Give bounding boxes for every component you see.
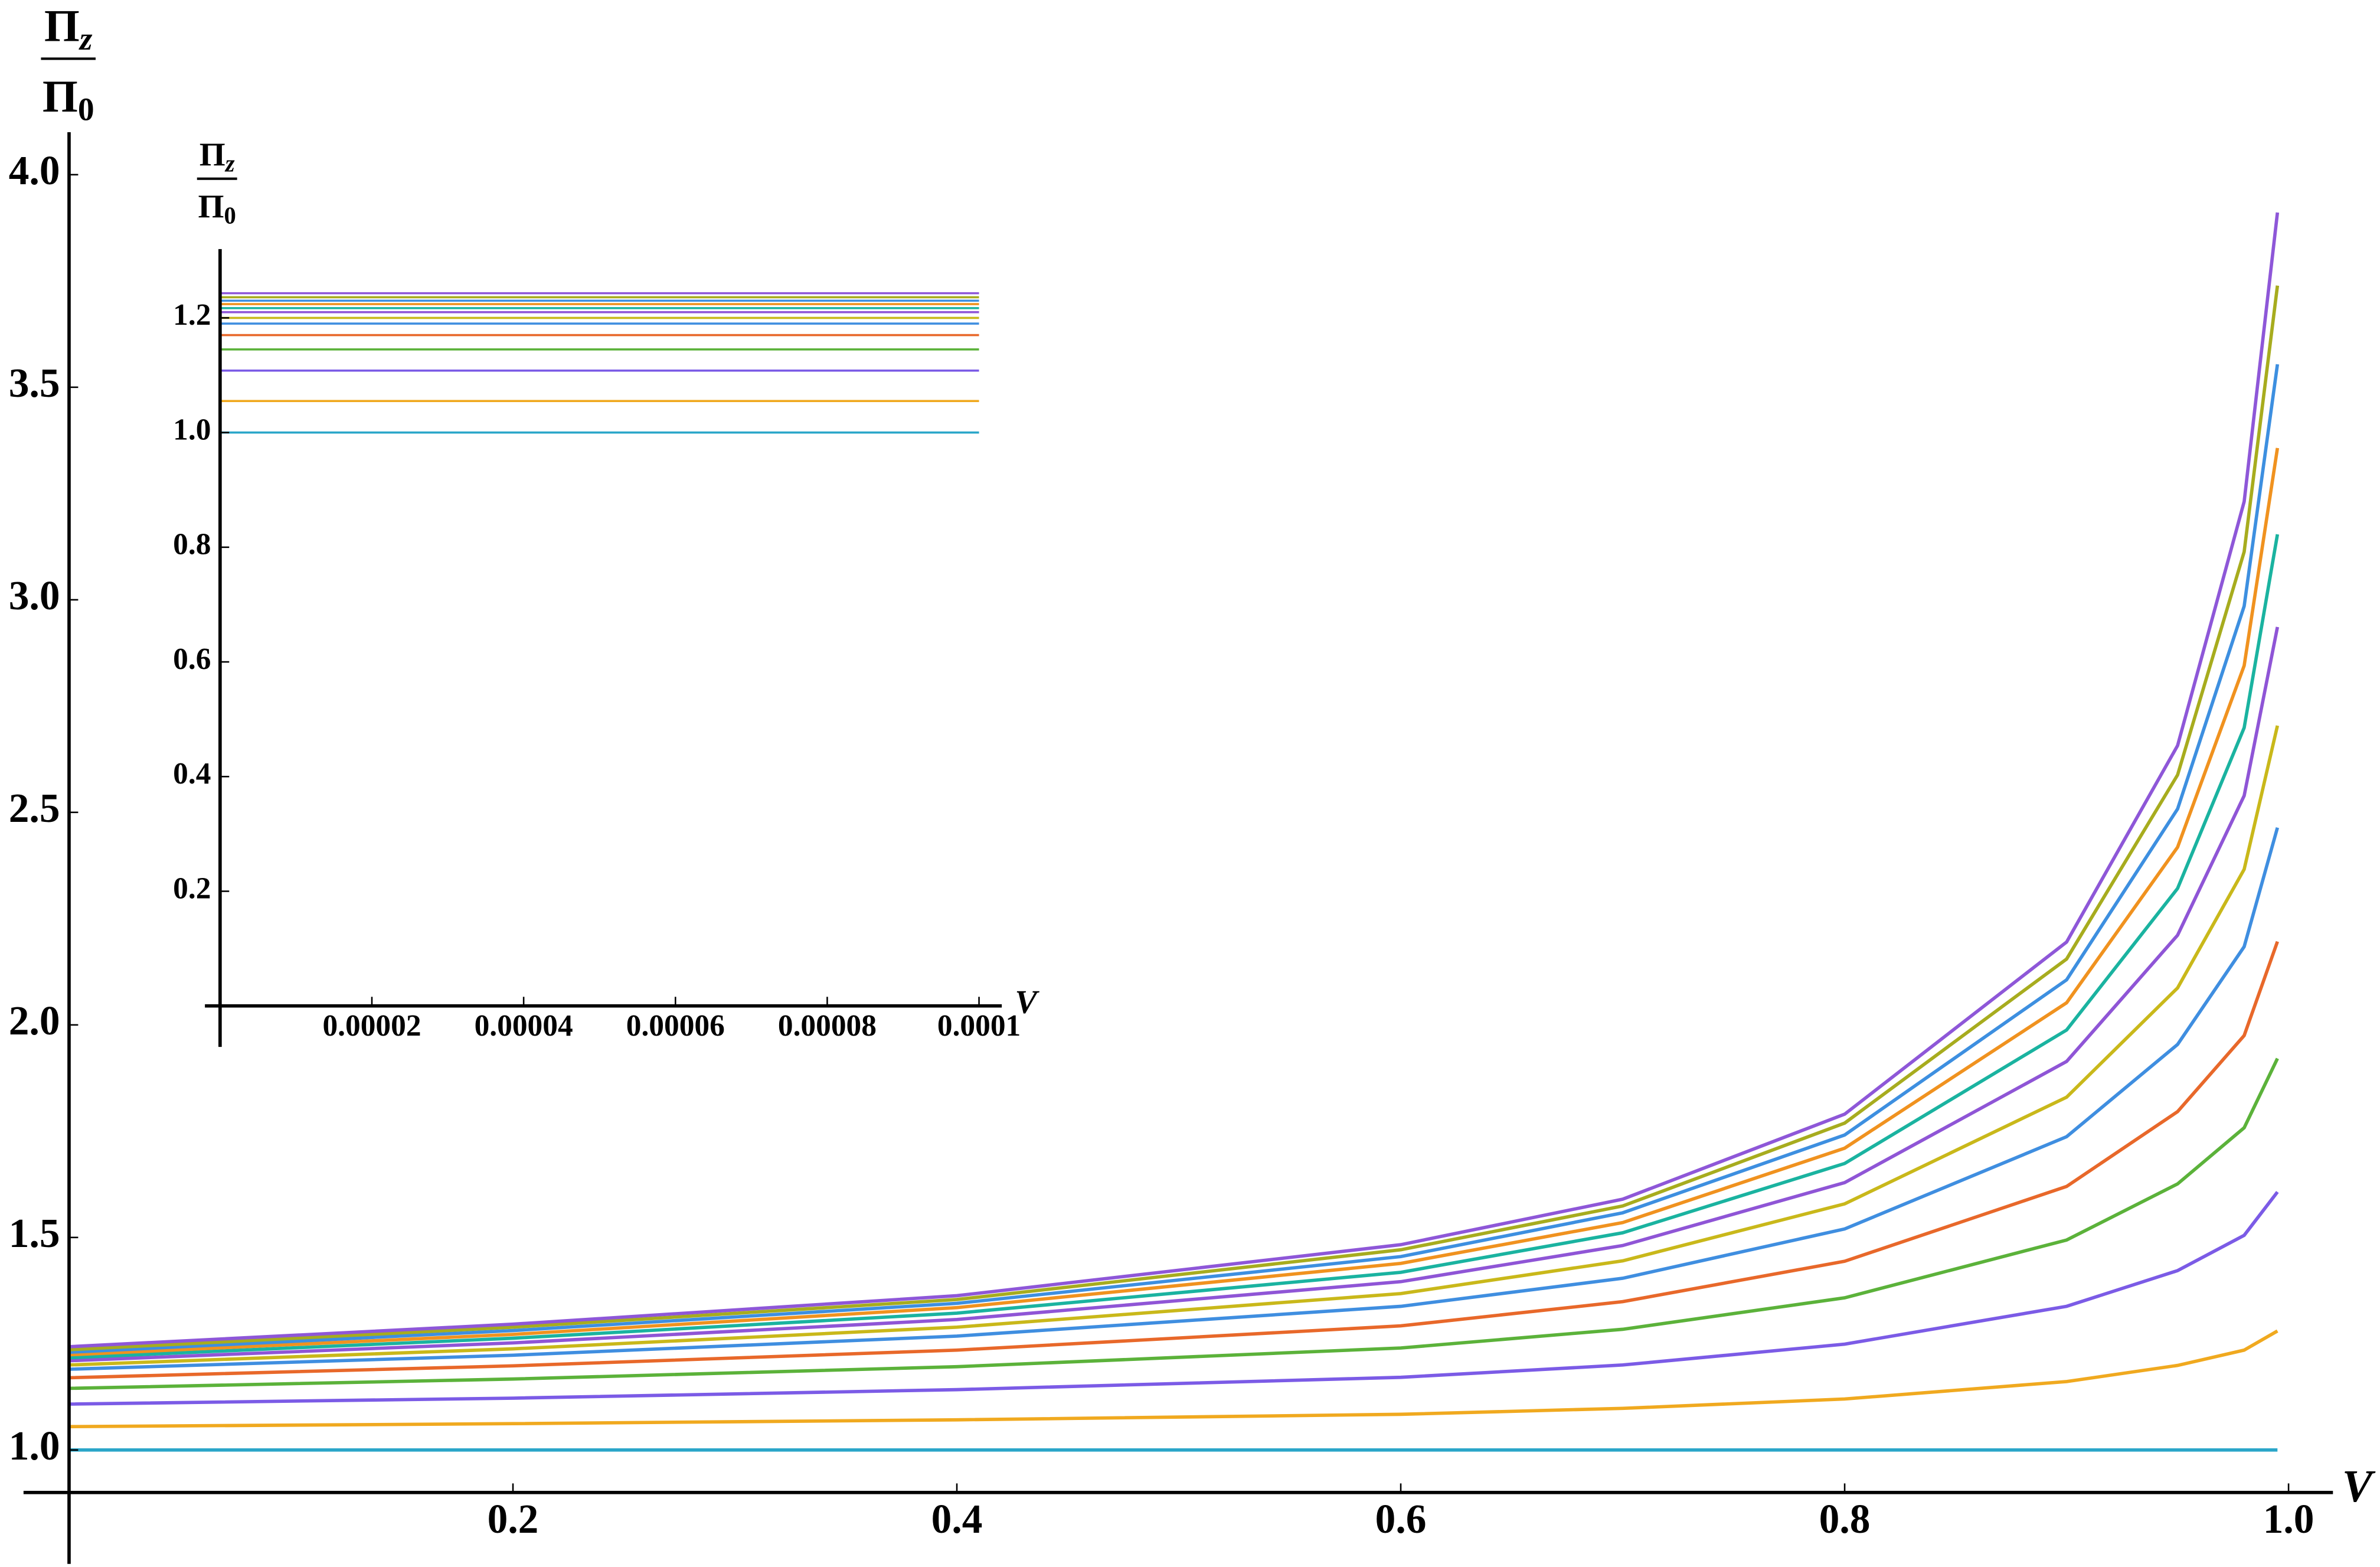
y-tick-label: 0.8 bbox=[173, 528, 211, 561]
symbol: Π bbox=[198, 188, 224, 225]
y-tick-label: 1.2 bbox=[173, 298, 211, 332]
x-tick-label: 0.00008 bbox=[778, 1009, 877, 1043]
y-tick-label: 0.2 bbox=[173, 871, 211, 905]
series-line bbox=[68, 827, 2279, 1371]
subscript: z bbox=[79, 21, 93, 57]
x-tick-label: 0.00006 bbox=[626, 1009, 725, 1043]
series-line bbox=[68, 1329, 2278, 1429]
symbol: Π bbox=[200, 137, 225, 174]
series-line bbox=[68, 1191, 2279, 1406]
series-line bbox=[68, 941, 2279, 1380]
x-tick-label: 0.00002 bbox=[322, 1009, 421, 1043]
y-axis-label-part: Πz bbox=[200, 137, 235, 178]
series-line bbox=[68, 285, 2280, 1351]
series-line bbox=[68, 626, 2280, 1363]
y-tick-label: 3.5 bbox=[9, 361, 60, 406]
y-tick-label: 0.4 bbox=[173, 757, 211, 791]
y-tick-label: 1.0 bbox=[9, 1424, 60, 1469]
y-axis-label-part: Π0 bbox=[198, 188, 236, 229]
y-tick-label: 4.0 bbox=[9, 148, 60, 194]
y-tick-label: 3.0 bbox=[9, 573, 60, 619]
symbol: Π bbox=[42, 71, 78, 122]
y-tick-label: 1.0 bbox=[173, 413, 211, 446]
y-tick-label: 0.6 bbox=[173, 642, 211, 676]
y-axis-label-part: Πz bbox=[44, 0, 93, 57]
x-tick-label: 1.0 bbox=[2263, 1497, 2314, 1542]
y-axis-label-part: Π0 bbox=[42, 71, 94, 128]
series-line bbox=[68, 725, 2280, 1367]
x-tick-label: 0.6 bbox=[1375, 1497, 1427, 1542]
x-tick-label: 0.0001 bbox=[937, 1009, 1021, 1043]
subscript: 0 bbox=[78, 92, 94, 128]
subscript: z bbox=[224, 151, 235, 177]
series-line bbox=[68, 534, 2280, 1360]
x-tick-label: 0.8 bbox=[1819, 1497, 1871, 1542]
y-tick-label: 2.5 bbox=[9, 786, 60, 831]
series-line bbox=[68, 448, 2280, 1357]
series-line bbox=[68, 1057, 2279, 1390]
x-axis-label: V bbox=[1015, 984, 1039, 1020]
y-tick-label: 2.0 bbox=[9, 998, 60, 1044]
series-line bbox=[68, 364, 2280, 1354]
x-axis-label: V bbox=[2342, 1461, 2376, 1511]
x-tick-label: 0.4 bbox=[931, 1497, 983, 1542]
symbol: Π bbox=[44, 0, 80, 51]
x-tick-label: 0.2 bbox=[488, 1497, 539, 1542]
subscript: 0 bbox=[224, 203, 236, 229]
series-line bbox=[68, 212, 2280, 1349]
x-tick-label: 0.00004 bbox=[475, 1009, 573, 1043]
y-tick-label: 1.5 bbox=[9, 1211, 60, 1256]
